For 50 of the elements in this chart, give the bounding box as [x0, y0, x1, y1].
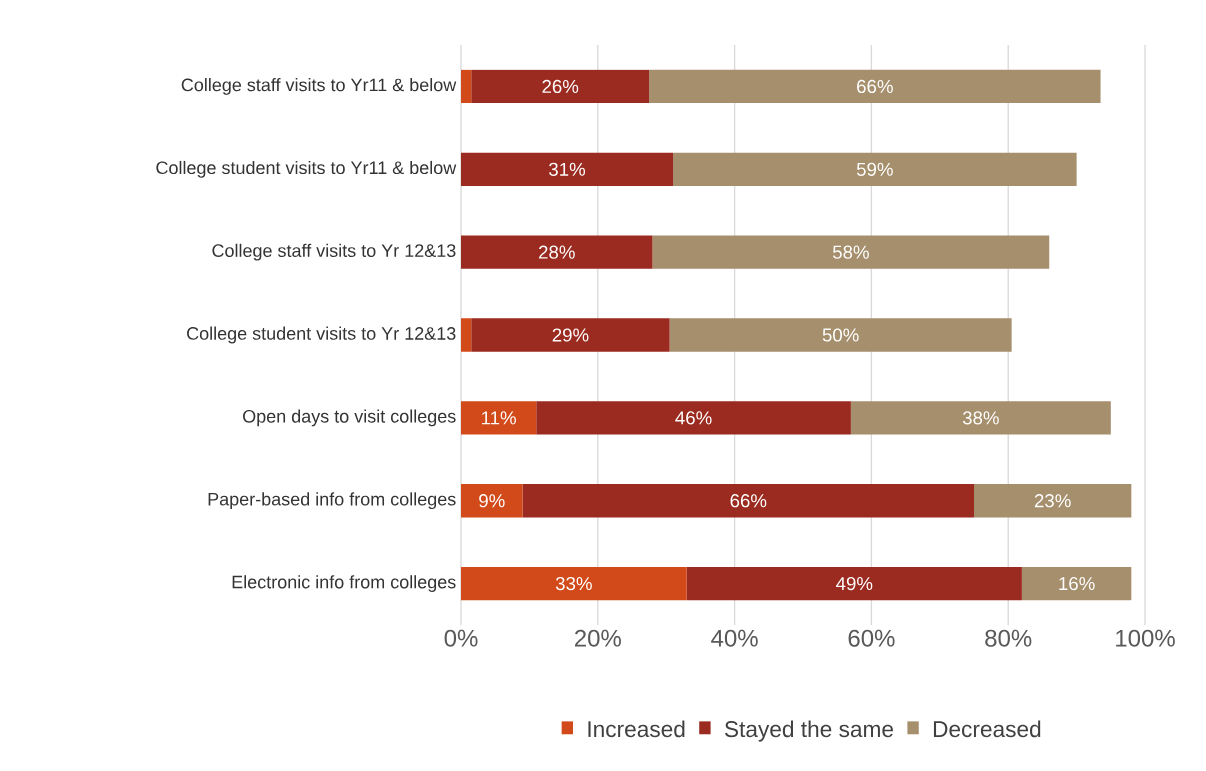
- y-tick-label: College student visits to Yr11 & below: [156, 160, 457, 178]
- data-label: 31%: [549, 162, 586, 176]
- bar: [461, 152, 674, 186]
- bar: [669, 318, 1012, 352]
- x-tick-label: 0%: [444, 629, 478, 647]
- data-label: 28%: [539, 245, 575, 259]
- legend-label: Increased: [588, 720, 685, 738]
- data-label: 49%: [836, 576, 873, 591]
- x-tick-label: 80%: [985, 629, 1032, 647]
- bar: [461, 235, 653, 269]
- y-tick-label: Paper-based info from colleges: [208, 492, 456, 510]
- data-label: 59%: [856, 162, 893, 176]
- x-tick-label: 60%: [848, 629, 895, 647]
- y-tick-label: College student visits to Yr 12&13: [187, 326, 456, 344]
- legend-label: Stayed the same: [724, 720, 894, 742]
- bar: [471, 69, 650, 104]
- bar: [461, 401, 537, 435]
- x-tick-label: 40%: [711, 629, 758, 647]
- data-label: 66%: [857, 79, 893, 94]
- data-label: 38%: [962, 411, 999, 425]
- bar: [686, 566, 1022, 601]
- bar: [471, 318, 670, 352]
- data-label: 33%: [555, 576, 592, 591]
- y-tick-label: Electronic info from colleges: [232, 575, 456, 592]
- y-tick-label: Open days to visit colleges: [243, 409, 456, 427]
- bar: [522, 484, 975, 518]
- x-tick-label: 20%: [575, 629, 621, 647]
- data-label: 9%: [479, 494, 505, 508]
- data-label: 50%: [822, 328, 859, 342]
- y-tick-label: College staff visits to Yr11 & below: [181, 78, 457, 95]
- data-label: 29%: [552, 328, 589, 342]
- data-label: 11%: [482, 411, 516, 425]
- bar: [536, 401, 851, 435]
- data-label: 66%: [730, 494, 767, 508]
- data-label: 26%: [542, 79, 579, 94]
- data-label: 23%: [1034, 494, 1071, 508]
- legend-label: Decreased: [933, 720, 1041, 738]
- bar: [1021, 566, 1132, 601]
- y-tick-label: College staff visits to Yr 12&13: [212, 243, 456, 261]
- bar: [649, 69, 1101, 104]
- data-label: 46%: [675, 411, 712, 425]
- bar: [974, 484, 1132, 518]
- bar: [673, 152, 1077, 186]
- bar: [461, 484, 523, 518]
- x-tick-label: 100%: [1116, 629, 1175, 647]
- data-label: 16%: [1059, 576, 1095, 591]
- bar: [850, 401, 1111, 435]
- bar: [461, 566, 687, 601]
- data-label: 58%: [832, 245, 869, 259]
- bar: [652, 235, 1050, 269]
